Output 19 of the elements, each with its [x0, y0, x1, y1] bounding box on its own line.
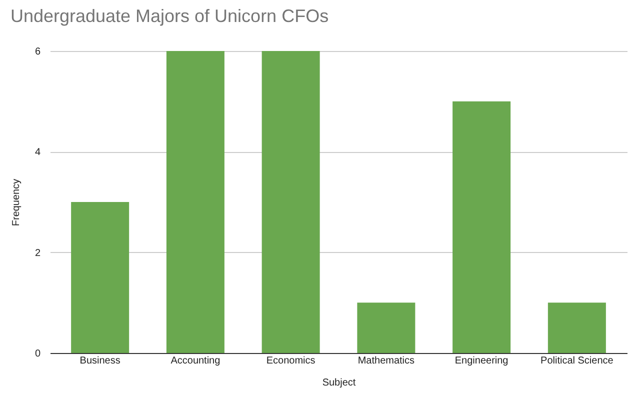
bar [71, 202, 130, 353]
x-tick-label: Mathematics [358, 356, 415, 366]
bar [262, 51, 320, 353]
bar [548, 302, 606, 353]
x-tick-label: Engineering [454, 356, 508, 366]
y-tick-label: 4 [34, 147, 41, 158]
x-tick-label: Accounting [170, 356, 220, 366]
bar [166, 51, 224, 353]
y-axis-title: Frequency [10, 178, 22, 226]
y-tick-label: 6 [34, 46, 41, 58]
bar [452, 101, 511, 353]
y-tick-label: 0 [34, 348, 41, 360]
x-axis-title: Subject [322, 378, 356, 388]
y-tick-label: 2 [34, 248, 41, 259]
x-tick-label: Political Science [540, 356, 614, 366]
x-tick-label: Business [80, 356, 120, 366]
chart-title: Undergraduate Majors of Unicorn CFOs [10, 6, 329, 26]
bar [357, 302, 416, 353]
x-tick-label: Economics [266, 356, 316, 366]
